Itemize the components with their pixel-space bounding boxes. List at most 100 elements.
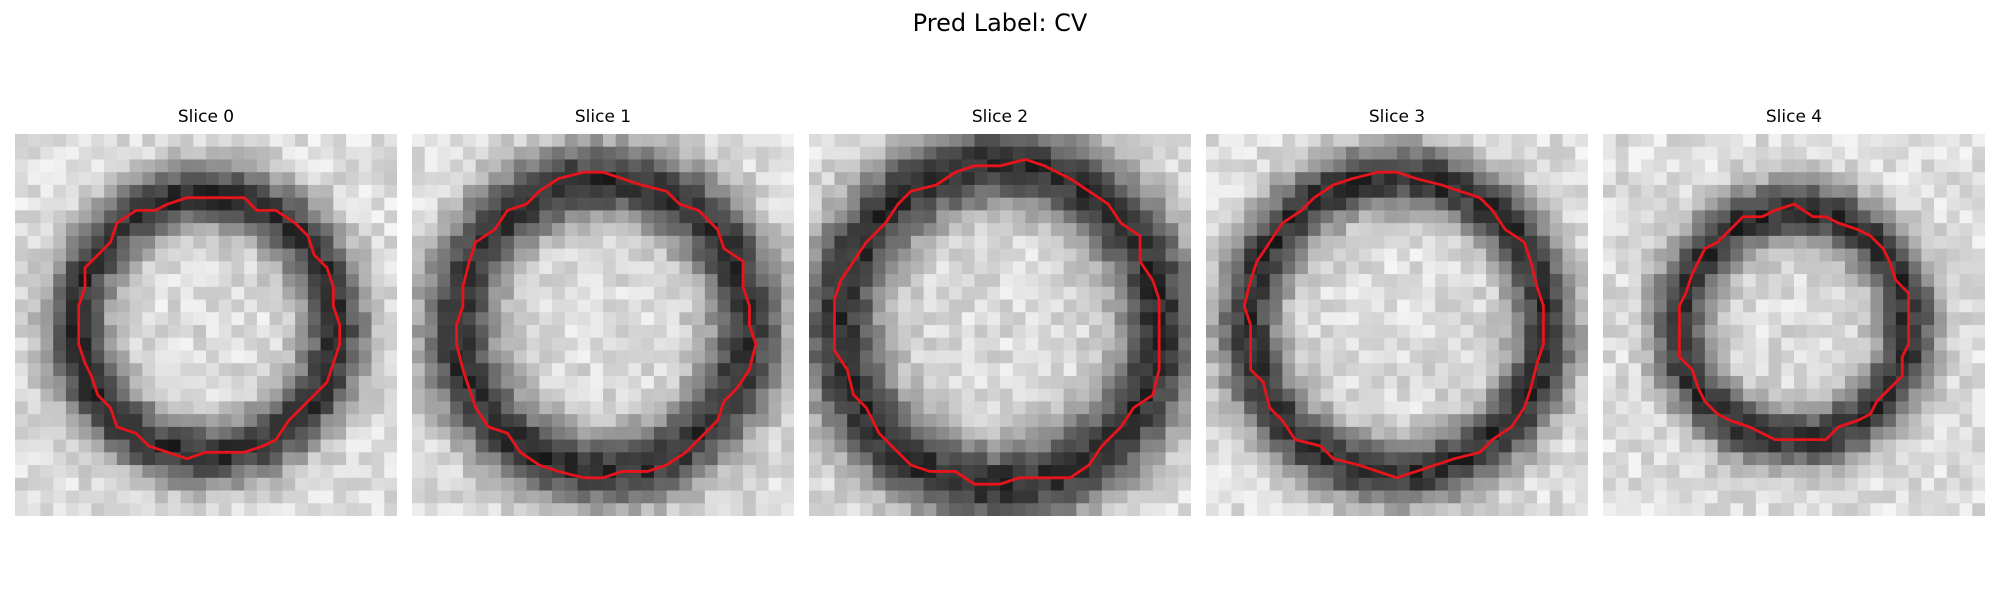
pixel <box>679 299 693 313</box>
pixel <box>821 477 835 492</box>
pixel <box>923 350 937 364</box>
pixel <box>1127 503 1141 516</box>
pixel <box>1549 223 1564 237</box>
pixel <box>577 261 591 275</box>
pixel <box>1934 299 1948 313</box>
pixel <box>641 248 655 262</box>
pixel <box>1384 184 1398 199</box>
pixel <box>1152 477 1167 492</box>
pixel <box>1524 350 1538 364</box>
pixel <box>1921 286 1935 301</box>
pixel <box>1972 401 1985 415</box>
pixel <box>513 414 528 428</box>
pixel <box>1870 134 1884 148</box>
pixel <box>193 490 207 504</box>
pixel <box>412 299 426 313</box>
pixel <box>384 146 397 160</box>
pixel <box>462 159 477 173</box>
pixel <box>384 375 397 390</box>
pixel <box>488 235 502 250</box>
pixel <box>193 235 207 250</box>
pixel <box>488 452 502 466</box>
pixel <box>333 274 347 288</box>
pixel <box>269 414 283 428</box>
pixel <box>333 375 347 390</box>
pixel <box>1549 197 1564 211</box>
pixel <box>1307 223 1322 237</box>
pixel <box>1511 261 1525 275</box>
pixel <box>898 299 912 313</box>
pixel <box>1498 248 1513 262</box>
pixel <box>1409 146 1423 160</box>
pixel <box>704 184 719 199</box>
pixel <box>424 375 438 390</box>
pixel <box>653 426 668 441</box>
pixel <box>1844 375 1859 390</box>
pixel <box>1178 401 1191 415</box>
pixel <box>1371 363 1385 377</box>
pixel <box>936 452 950 466</box>
pixel <box>1768 134 1782 148</box>
pixel <box>358 375 373 390</box>
pixel <box>1486 375 1500 390</box>
pixel <box>1934 490 1948 504</box>
pixel <box>1038 184 1052 199</box>
pixel <box>1794 452 1808 466</box>
pixel <box>167 261 182 275</box>
pixel <box>346 274 360 288</box>
pixel <box>424 248 438 262</box>
pixel <box>1883 274 1897 288</box>
pixel <box>615 223 629 237</box>
pixel <box>615 274 629 288</box>
pixel <box>590 172 604 186</box>
pixel <box>961 286 976 301</box>
pixel <box>206 477 220 492</box>
pixel <box>755 452 770 466</box>
pixel <box>679 337 693 351</box>
pixel <box>1883 414 1897 428</box>
pixel <box>1972 235 1985 250</box>
pixel <box>704 375 719 390</box>
pixel <box>1025 388 1039 402</box>
pixel <box>552 414 566 428</box>
pixel <box>1409 312 1423 326</box>
pixel <box>1409 299 1423 313</box>
pixel <box>1409 286 1423 301</box>
pixel <box>1256 223 1271 237</box>
pixel <box>1333 197 1347 211</box>
pixel <box>1755 286 1770 301</box>
pixel <box>53 146 67 160</box>
pixel <box>462 452 477 466</box>
pixel <box>1498 146 1513 160</box>
pixel <box>1486 401 1500 415</box>
pixel <box>1218 503 1232 516</box>
pixel <box>1972 159 1985 173</box>
pixel <box>1206 477 1220 492</box>
pixel <box>1908 388 1922 402</box>
pixel <box>1063 159 1077 173</box>
pixel <box>1012 312 1026 326</box>
pixel <box>1755 172 1770 186</box>
pixel <box>1562 414 1576 428</box>
pixel <box>129 388 143 402</box>
pixel <box>295 261 309 275</box>
pixel <box>1908 503 1922 516</box>
pixel <box>809 223 823 237</box>
pixel <box>104 426 118 441</box>
pixel <box>1050 134 1065 148</box>
pixel <box>809 274 823 288</box>
pixel <box>755 223 770 237</box>
pixel <box>961 337 976 351</box>
pixel <box>730 223 744 237</box>
pixel <box>809 452 823 466</box>
pixel <box>358 477 373 492</box>
pixel <box>180 299 194 313</box>
pixel <box>256 337 271 351</box>
pixel <box>872 197 886 211</box>
pixel <box>488 197 502 211</box>
pixel <box>1256 452 1271 466</box>
pixel <box>1575 465 1588 479</box>
pixel <box>781 465 794 479</box>
pixel <box>781 388 794 402</box>
pixel <box>1781 503 1795 516</box>
